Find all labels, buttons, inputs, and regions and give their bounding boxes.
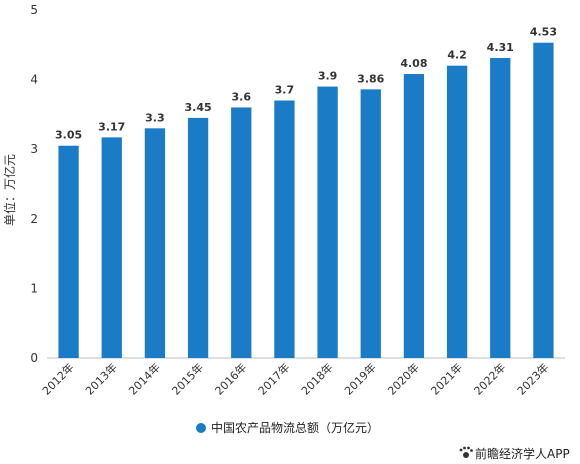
bars	[58, 42, 554, 359]
bar	[403, 74, 425, 359]
data-labels: 3.05 3.17 3.3 3.45 3.6 3.7 3.9 3.86 4.08 4.2 4.31 4…	[55, 26, 557, 142]
data-label: 3.6	[232, 90, 252, 103]
x-tick-label: 2014年	[126, 360, 163, 397]
data-label: 3.17	[98, 120, 125, 133]
y-tick-label: 2	[30, 212, 38, 226]
y-tick-label: 0	[30, 351, 38, 365]
y-tick-label: 4	[30, 73, 38, 87]
x-tick-label: 2012年	[39, 360, 76, 397]
credit-text: 前瞻经济学人APP	[475, 446, 570, 461]
legend-label: 中国农产品物流总额（万亿元）	[211, 420, 379, 435]
legend: 中国农产品物流总额（万亿元）	[196, 420, 379, 435]
bar	[58, 145, 79, 358]
data-label: 3.9	[318, 70, 338, 83]
bar	[231, 107, 252, 358]
bar	[274, 100, 295, 358]
legend-marker	[196, 423, 206, 433]
paw-icon	[459, 446, 473, 458]
x-tick-label: 2020年	[385, 360, 422, 397]
x-tick-label: 2022年	[471, 360, 508, 397]
data-label: 3.7	[275, 83, 295, 96]
bar	[101, 137, 122, 358]
data-label: 3.86	[357, 72, 384, 85]
x-tick-label: 2018年	[298, 360, 335, 397]
x-tick-label: 2013年	[82, 360, 119, 397]
bar	[144, 128, 166, 358]
y-tick-label: 1	[30, 281, 38, 295]
y-tick-label: 5	[30, 3, 38, 17]
x-tick-label: 2021年	[428, 360, 465, 397]
bar	[317, 86, 338, 358]
data-label: 4.53	[530, 26, 557, 39]
x-tick-label: 2017年	[255, 360, 292, 397]
data-label: 3.45	[185, 101, 212, 114]
bar	[533, 42, 554, 358]
data-label: 4.08	[400, 57, 427, 70]
bar	[187, 117, 209, 358]
data-label: 4.31	[487, 41, 514, 54]
data-label: 4.2	[447, 49, 467, 62]
x-tick-label: 2023年	[514, 360, 551, 397]
credit: 前瞻经济学人APP	[459, 446, 570, 461]
x-axis-ticks: 2012年 2013年 2014年 2015年 2016年 2017年 2018年 2019年…	[39, 360, 551, 397]
bar	[490, 58, 511, 359]
data-label: 3.05	[55, 129, 82, 142]
x-tick-label: 2015年	[169, 360, 206, 397]
x-tick-label: 2019年	[341, 360, 378, 397]
y-axis-ticks: 0 1 2 3 4 5	[30, 3, 38, 365]
data-label: 3.3	[145, 111, 165, 124]
x-tick-label: 2016年	[212, 360, 249, 397]
y-axis-label: 单位：万亿元	[2, 154, 17, 226]
bar	[360, 89, 381, 359]
y-tick-label: 3	[30, 142, 38, 156]
bar	[446, 65, 468, 359]
